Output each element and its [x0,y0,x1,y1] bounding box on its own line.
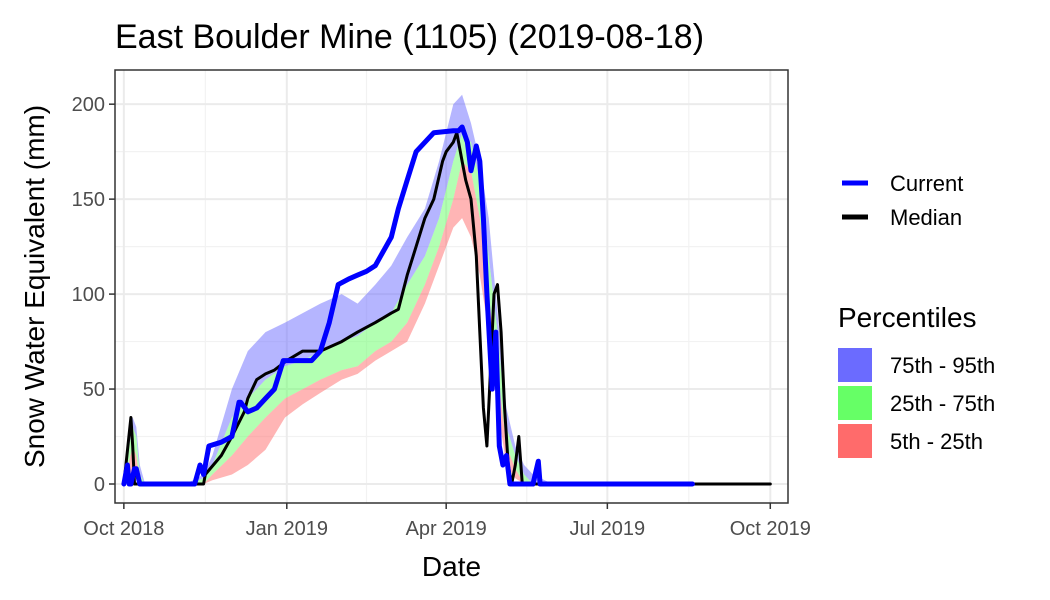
band-75-95 [123,94,580,484]
y-tick-label: 150 [72,189,105,211]
x-tick-label: Apr 2019 [406,518,487,540]
legend: Current Median Percentiles 75th - 95th 25th … [838,171,995,458]
current-line [121,124,695,487]
chart-title: East Boulder Mine (1105) (2019-08-18) [115,18,704,56]
x-tick-label: Oct 2018 [83,518,164,540]
y-tick-label: 200 [72,94,105,116]
legend-band-label: 25th - 75th [890,391,995,416]
legend-band-label: 75th - 95th [890,353,995,378]
y-axis-title: Snow Water Equivalent (mm) [19,105,50,468]
legend-band-swatch [838,386,872,420]
y-tick-label: 100 [72,284,105,306]
x-tick-label: Oct 2019 [730,518,811,540]
y-tick-label: 0 [94,474,105,496]
legend-band-swatch [838,424,872,458]
x-tick-label: Jul 2019 [570,518,646,540]
legend-band-label: 5th - 25th [890,429,983,454]
panel-border [114,69,789,504]
legend-line-label: Current [890,171,963,196]
plot-area: 0 50 100 150 200 Oct 2018 Jan 2019 Apr 2019 Jul … [72,69,811,540]
y-tick-label: 50 [83,379,105,401]
legend-line-label: Median [890,205,962,230]
x-tick-label: Jan 2019 [246,518,328,540]
legend-bands-title: Percentiles [838,302,977,333]
legend-band-swatch [838,348,872,382]
x-axis-title: Date [422,551,481,582]
